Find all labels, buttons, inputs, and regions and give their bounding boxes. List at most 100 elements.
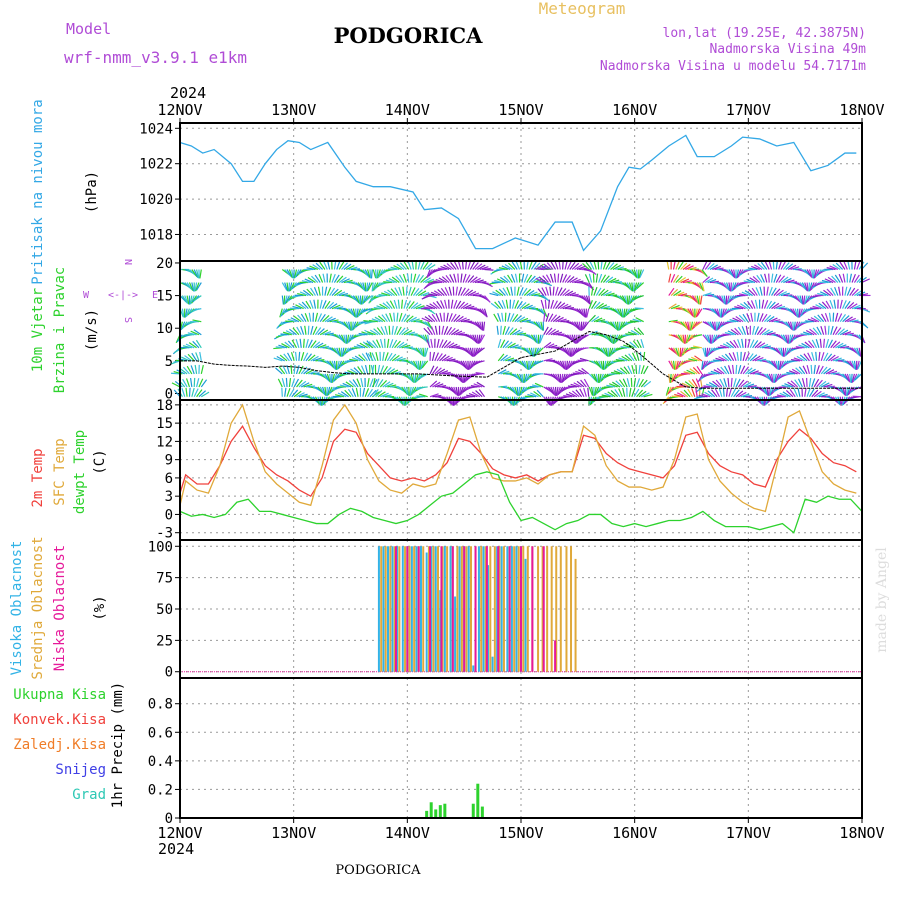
wind-barb — [417, 260, 421, 270]
wind-barb — [598, 360, 603, 370]
wind-barb — [440, 265, 450, 271]
wind-barb — [350, 368, 359, 375]
wind-barb — [713, 369, 723, 375]
wind-barb — [627, 365, 633, 375]
wind-barb — [550, 386, 556, 396]
wind-barb — [199, 351, 202, 361]
wind-barb — [380, 392, 389, 398]
wind-barb — [631, 365, 635, 375]
wind-barb — [793, 357, 803, 362]
wind-barb — [502, 287, 509, 296]
wind-barb — [621, 308, 624, 318]
wind-barb — [525, 373, 532, 382]
wind-barb — [479, 334, 486, 343]
wind-barb — [412, 273, 417, 283]
wind-barb — [537, 288, 545, 296]
wind-barb — [300, 366, 308, 375]
wind-barb — [794, 308, 799, 318]
wind-barb — [455, 386, 459, 396]
total_precip-bar — [425, 810, 429, 818]
wind-barb — [377, 269, 381, 279]
wind-barb — [326, 373, 331, 383]
wind-barb — [310, 355, 319, 362]
wind-barb — [738, 293, 748, 297]
wind-barb — [619, 308, 624, 318]
wind-barb — [622, 387, 626, 397]
wind-barb — [412, 360, 419, 370]
wind-barb — [680, 347, 684, 357]
wind-barb — [430, 291, 440, 297]
wind-barb — [778, 260, 782, 270]
wind-barb — [348, 380, 357, 388]
wind-barb — [453, 330, 463, 336]
wind-barb — [638, 269, 642, 279]
wind-barb — [505, 299, 509, 309]
wind-barb — [701, 387, 705, 397]
legend-snow: Snijeg — [55, 762, 106, 778]
wind-barb — [733, 269, 736, 279]
wind-barb — [560, 303, 569, 310]
wind-barb — [356, 308, 359, 318]
wind-barb — [418, 393, 428, 398]
wind-barb — [383, 290, 393, 297]
wind-barb — [353, 345, 363, 349]
x-tick-label: 16NOV — [612, 101, 657, 119]
wind-barb — [409, 386, 412, 396]
wind-barb — [535, 347, 542, 356]
wind-barb — [716, 308, 721, 318]
wind-barb — [343, 334, 347, 344]
wind-barb — [668, 303, 677, 310]
wind-barb — [773, 373, 777, 383]
wind-barb — [429, 303, 438, 310]
wind-barb — [823, 289, 832, 297]
y-tick-label: 0 — [165, 507, 173, 523]
wind-barb — [702, 276, 711, 283]
wind-barb — [538, 334, 542, 344]
wind-barb — [732, 317, 741, 323]
wind-barb — [715, 321, 718, 331]
wind-barb — [358, 354, 366, 362]
wind-barb — [624, 354, 633, 362]
wind-barb — [469, 261, 476, 270]
wind-barb — [547, 396, 552, 406]
wind-barb — [474, 334, 478, 344]
wind-barb — [369, 329, 379, 336]
wind-barb — [424, 347, 429, 357]
wind-barb — [188, 387, 191, 397]
total_precip-bar — [434, 809, 438, 818]
wind-barb — [376, 327, 384, 336]
wind-barb — [297, 292, 307, 297]
wind-barb — [324, 386, 327, 396]
wind-barb — [711, 389, 718, 398]
wind-barb — [754, 299, 758, 309]
wind-barb — [625, 333, 635, 336]
wind-barb — [722, 343, 732, 349]
wind-barb — [704, 391, 713, 398]
wind-barb — [614, 389, 621, 398]
wind-barb — [435, 313, 441, 322]
wind-barb — [853, 347, 860, 356]
wind-barb — [413, 288, 420, 296]
x-tick-label: 15NOV — [498, 101, 543, 119]
wind-barb — [849, 273, 852, 283]
wind-barb — [415, 360, 420, 370]
footer-city: PODGORICA — [335, 863, 421, 878]
wind-barb — [785, 390, 794, 398]
wind-barb — [567, 385, 577, 388]
wind-barb — [195, 378, 200, 388]
wind-barb — [707, 334, 711, 344]
wind-barb — [275, 367, 283, 375]
wind-barb — [851, 360, 856, 370]
wind-barb — [816, 379, 823, 388]
wind-barb — [566, 347, 571, 357]
wind-barb — [721, 308, 725, 318]
wind-barb — [191, 352, 198, 362]
y-tick-label: 1024 — [139, 121, 173, 137]
wind-barb — [677, 277, 687, 284]
wind-barb — [742, 351, 746, 361]
wind-barb — [747, 353, 754, 362]
wind-barb — [514, 331, 524, 336]
wind-barb — [628, 387, 632, 397]
wind-barb — [444, 287, 450, 296]
wind-barb — [291, 389, 299, 398]
